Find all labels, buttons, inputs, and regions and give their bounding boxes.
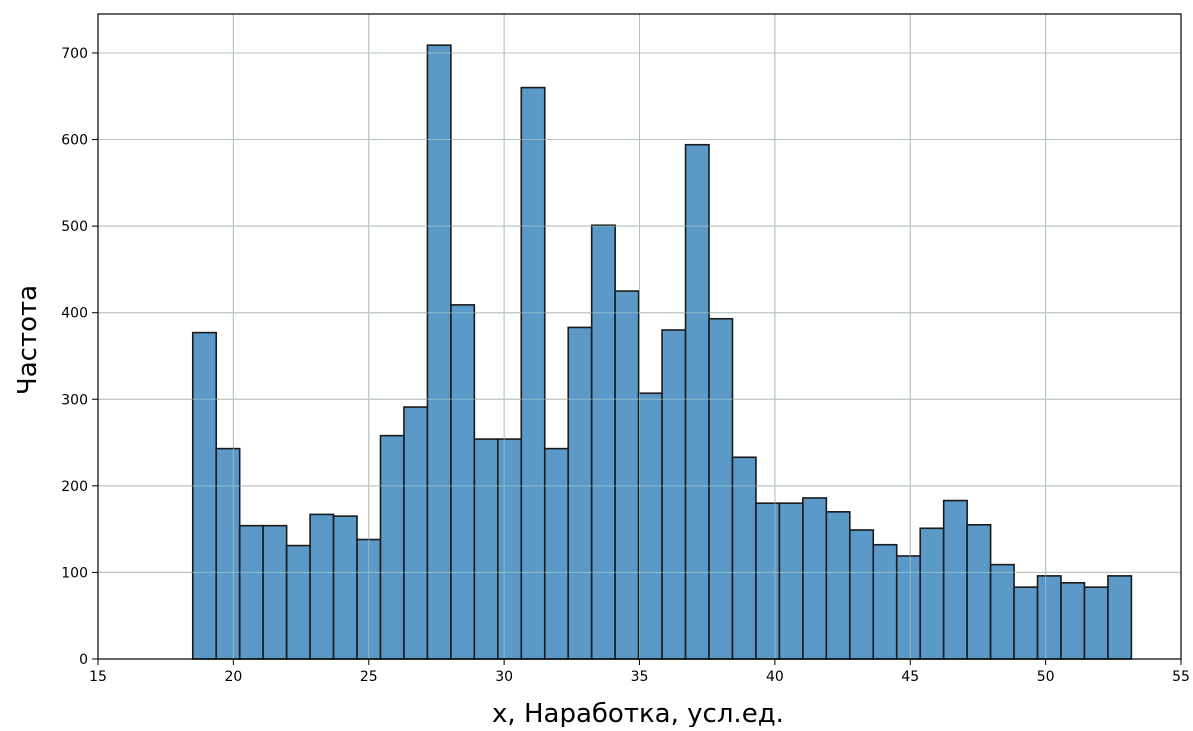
histogram-bar (708, 317, 734, 660)
x-tick-label: 40 (766, 669, 784, 685)
x-tick-label: 50 (1037, 669, 1055, 685)
histogram-bar (966, 524, 992, 660)
histogram-bar (426, 44, 452, 660)
histogram-bar (497, 438, 523, 660)
x-tick-label: 55 (1172, 669, 1190, 685)
histogram-bar (778, 502, 804, 660)
y-tick-label: 500 (61, 219, 88, 235)
histogram-bar (238, 524, 264, 660)
histogram-bar (450, 304, 476, 660)
histogram-bar (262, 524, 288, 660)
histogram-bar (520, 86, 546, 660)
x-axis-label: x, Наработка, усл.ед. (492, 699, 784, 727)
y-tick-label: 700 (61, 46, 88, 62)
histogram-bar (1036, 575, 1062, 660)
x-tick-label: 30 (495, 669, 513, 685)
histogram-bar (637, 392, 663, 660)
x-tick-label: 15 (89, 669, 107, 685)
x-tick-label: 35 (631, 669, 649, 685)
histogram-bar (661, 329, 687, 660)
histogram-bar (895, 555, 922, 660)
axes-frame (97, 13, 1182, 660)
histogram-bar (309, 513, 335, 660)
histogram-bar (942, 499, 968, 660)
histogram-bar (191, 331, 218, 660)
histogram-bar (1107, 575, 1133, 660)
histogram-bar (802, 497, 828, 660)
histogram-bar (1083, 586, 1109, 660)
histogram-bar (379, 434, 405, 660)
histogram-bar (1060, 582, 1086, 660)
histogram-bar (872, 543, 898, 660)
x-tick-label: 45 (901, 669, 919, 685)
histogram-bar (215, 447, 241, 660)
histogram-bar (919, 527, 945, 660)
histogram-bar (403, 406, 429, 660)
histogram-bar (1013, 586, 1039, 660)
histogram-bar (473, 438, 499, 660)
histogram-bar (285, 544, 311, 660)
histogram-bar (755, 502, 781, 660)
histogram-bar (989, 563, 1015, 660)
y-tick-label: 600 (61, 133, 88, 149)
y-tick-label: 0 (79, 652, 88, 668)
histogram-bar (684, 143, 710, 660)
y-tick-label: 100 (61, 565, 88, 581)
histogram-bar (731, 456, 757, 660)
histogram-bar (567, 326, 593, 660)
x-tick-label: 20 (224, 669, 242, 685)
histogram-bar (825, 511, 851, 660)
histogram-bar (543, 447, 570, 660)
histogram-bar (590, 224, 616, 660)
y-axis-label: Частота (13, 285, 43, 395)
y-tick-label: 400 (61, 306, 88, 322)
histogram-bar (332, 515, 358, 660)
y-tick-label: 200 (61, 479, 88, 495)
x-tick-label: 25 (360, 669, 378, 685)
ticks-layer: 15 20 25 30 35 40 45 50 55 0 100 200 300 400 500 600 700 (61, 46, 1190, 685)
y-tick-label: 300 (61, 392, 88, 408)
histogram-bar (614, 290, 640, 660)
bars-layer (191, 44, 1133, 660)
histogram-bar (849, 529, 875, 660)
